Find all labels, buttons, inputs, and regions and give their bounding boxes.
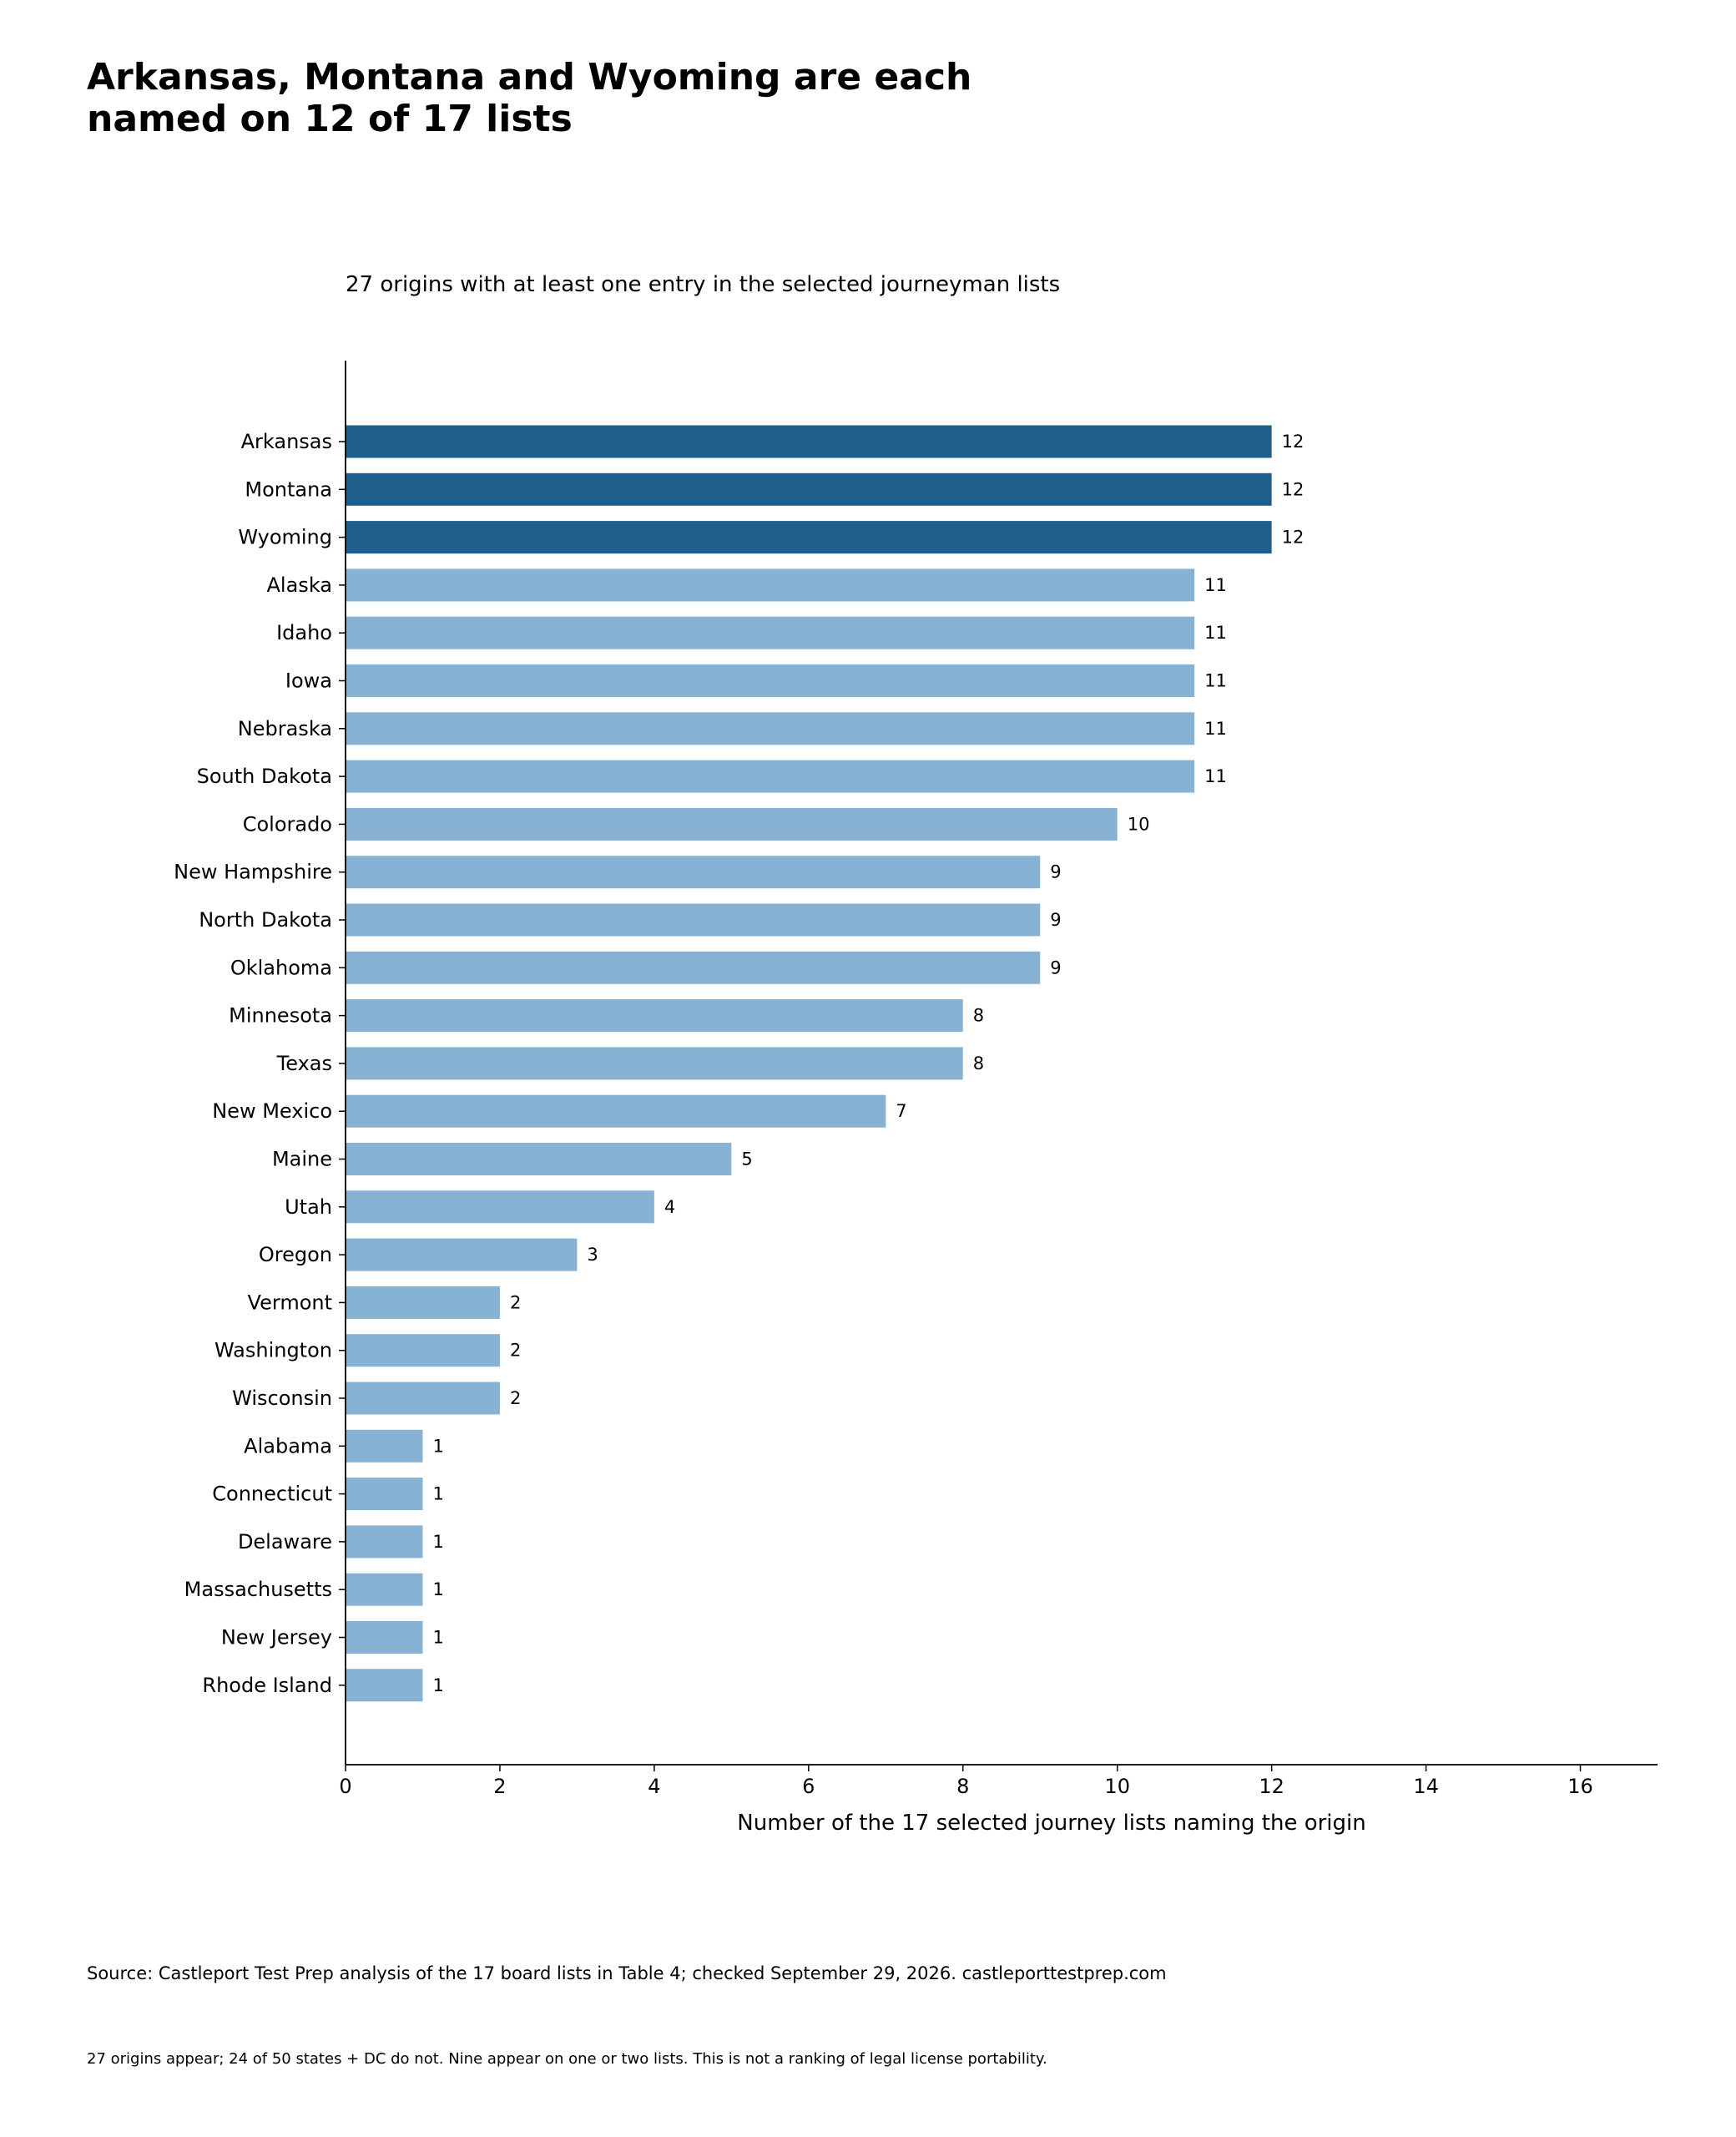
data-label: 11	[1204, 766, 1227, 786]
y-tick-label: Wyoming	[238, 526, 332, 549]
chart-title-line-1: Arkansas, Montana and Wyoming are each	[87, 56, 972, 99]
x-tick-label: 2	[493, 1775, 506, 1798]
x-tick-label: 14	[1413, 1775, 1439, 1798]
data-label: 8	[973, 1053, 984, 1074]
data-label: 12	[1282, 528, 1305, 548]
data-label: 2	[510, 1388, 521, 1408]
data-label: 10	[1128, 814, 1150, 834]
bar	[346, 521, 1272, 554]
y-tick-label: Vermont	[248, 1291, 332, 1314]
data-label: 7	[896, 1101, 906, 1121]
data-label: 1	[432, 1579, 443, 1599]
y-tick-label: Wisconsin	[232, 1387, 332, 1410]
y-tick-label: Alabama	[244, 1434, 332, 1458]
data-label: 1	[432, 1532, 443, 1552]
bar	[346, 664, 1195, 697]
bar	[346, 1573, 423, 1606]
y-tick-label: Montana	[245, 477, 332, 501]
y-tick-label: Oregon	[259, 1243, 332, 1266]
data-label: 11	[1204, 623, 1227, 643]
data-label: 1	[432, 1675, 443, 1695]
data-label: 11	[1204, 671, 1227, 691]
bar	[346, 712, 1195, 745]
data-label: 11	[1204, 575, 1227, 595]
y-tick-label: Washington	[214, 1339, 332, 1362]
x-tick-label: 6	[802, 1775, 815, 1798]
x-tick-label: 8	[956, 1775, 969, 1798]
bar	[346, 1238, 578, 1271]
bar	[346, 1286, 500, 1319]
y-tick-label: Connecticut	[212, 1483, 332, 1506]
bar	[346, 1621, 423, 1654]
bar	[346, 903, 1041, 937]
bar	[346, 760, 1195, 793]
bar	[346, 1478, 423, 1511]
y-tick-label: Texas	[276, 1052, 332, 1075]
chart-title-line-2: named on 12 of 17 lists	[87, 98, 573, 140]
bar	[346, 999, 963, 1033]
bar	[346, 1382, 500, 1415]
y-tick-label: Delaware	[238, 1530, 332, 1553]
x-tick-label: 12	[1259, 1775, 1284, 1798]
data-label: 2	[510, 1292, 521, 1312]
bar	[346, 1429, 423, 1463]
chart-subtitle: 27 origins with at least one entry in th…	[346, 272, 1061, 297]
bar	[346, 1143, 732, 1175]
y-tick-label: New Mexico	[212, 1099, 332, 1123]
y-tick-label: Arkansas	[241, 430, 332, 453]
data-label: 9	[1050, 910, 1061, 930]
y-tick-label: Minnesota	[229, 1004, 332, 1028]
data-label: 3	[587, 1245, 598, 1265]
y-tick-label: Utah	[285, 1195, 332, 1219]
x-tick-label: 10	[1104, 1775, 1130, 1798]
y-tick-label: Nebraska	[238, 717, 332, 740]
y-tick-label: Iowa	[285, 669, 332, 693]
y-tick-label: Colorado	[243, 812, 332, 836]
x-tick-label: 0	[339, 1775, 351, 1798]
bar	[346, 1334, 500, 1367]
footnote: 27 origins appear; 24 of 50 states + DC …	[87, 2050, 1047, 2068]
y-tick-label: New Jersey	[221, 1626, 332, 1649]
data-label: 9	[1050, 862, 1061, 882]
bar	[346, 1190, 654, 1224]
data-label: 11	[1204, 719, 1227, 739]
y-tick-label: Idaho	[276, 621, 332, 644]
bar	[346, 1669, 423, 1702]
data-label: 2	[510, 1341, 521, 1361]
bar	[346, 616, 1195, 649]
y-tick-label: Rhode Island	[202, 1674, 332, 1697]
bar	[346, 472, 1272, 506]
bar	[346, 1094, 886, 1128]
y-tick-label: Maine	[272, 1148, 332, 1171]
bar	[346, 425, 1272, 458]
data-label: 12	[1282, 432, 1305, 452]
data-label: 1	[432, 1484, 443, 1504]
bar	[346, 856, 1041, 889]
data-label: 1	[432, 1628, 443, 1648]
bar	[346, 1525, 423, 1559]
y-tick-label: Massachusetts	[184, 1578, 332, 1601]
bar	[346, 807, 1118, 841]
chart-title: Arkansas, Montana and Wyoming are each n…	[87, 57, 1255, 140]
x-axis-label: Number of the 17 selected journey lists …	[737, 1811, 1365, 1836]
y-tick-label: Alaska	[267, 573, 332, 597]
data-label: 4	[664, 1197, 675, 1217]
x-tick-label: 4	[648, 1775, 660, 1798]
source-note: Source: Castleport Test Prep analysis of…	[87, 1963, 1167, 1983]
bar	[346, 951, 1041, 984]
y-tick-label: Oklahoma	[230, 956, 332, 979]
data-label: 1	[432, 1436, 443, 1456]
bar	[346, 568, 1195, 602]
data-label: 9	[1050, 957, 1061, 978]
y-tick-label: North Dakota	[199, 908, 332, 932]
data-label: 12	[1282, 479, 1305, 499]
data-label: 8	[973, 1006, 984, 1026]
x-tick-label: 16	[1567, 1775, 1593, 1798]
y-tick-label: South Dakota	[197, 765, 332, 788]
bar	[346, 1047, 963, 1080]
bar-chart: 12Arkansas12Montana12Wyoming11Alaska11Id…	[174, 361, 1658, 1836]
data-label: 5	[741, 1149, 752, 1170]
y-tick-label: New Hampshire	[174, 861, 332, 884]
